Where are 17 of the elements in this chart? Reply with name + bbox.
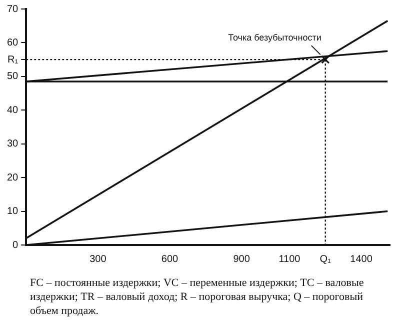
x-tick-label: 1100	[278, 254, 301, 265]
x-tick-label: 600	[161, 254, 179, 265]
y-tick-label: 0	[12, 240, 19, 251]
y-tick-label: 40	[7, 104, 19, 116]
y-tick-label: R₁	[8, 54, 19, 66]
y-tick-label: 70	[7, 4, 19, 15]
x-tick-label: Q₁	[320, 254, 332, 265]
x-tick-label: 900	[233, 254, 250, 265]
x-tick-label: 300	[90, 254, 107, 265]
y-tick-label: 60	[7, 37, 19, 48]
x-tick-label: 1400	[350, 254, 373, 265]
y-tick-label: 10	[7, 206, 19, 218]
y-tick-label: 50	[7, 71, 19, 82]
y-tick-label: 20	[7, 172, 19, 184]
annotation: Точка безубыточности	[228, 32, 322, 43]
text: FC – постоянные издержки; VC – переменные издержки; TC – валовые издержки; TR – валовый доход; R – пороговая выручка; Q – пороговый объем продаж.	[30, 276, 365, 318]
y-tick-label: 30	[7, 138, 19, 150]
